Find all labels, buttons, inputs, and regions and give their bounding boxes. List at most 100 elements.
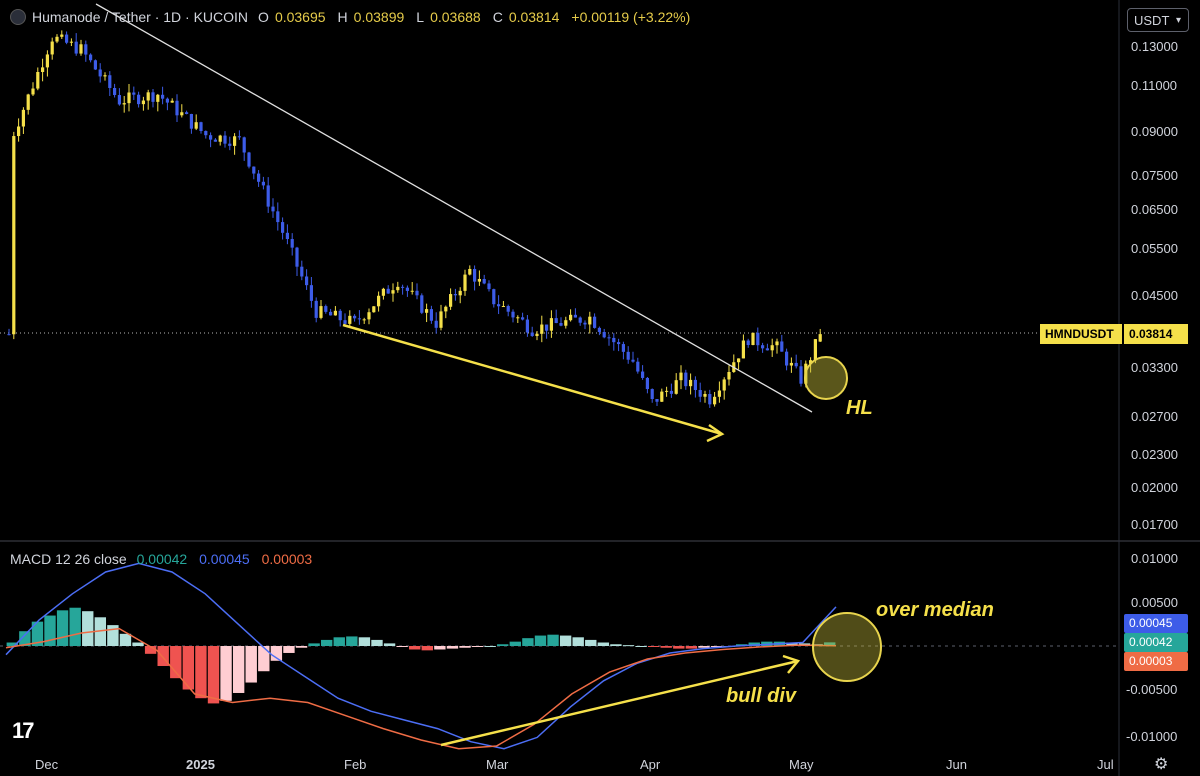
candle [314,297,318,323]
candle [684,369,688,390]
macd-legend[interactable]: MACD 12 26 close 0.00042 0.00045 0.00003 [10,551,312,567]
candle [698,382,702,403]
macd-histogram-bar [572,637,584,646]
candle-body [314,300,318,318]
symbol-title[interactable]: Humanode / Tether · 1D · KUCOIN [32,9,249,25]
candle-body [463,274,467,291]
candle [295,246,299,277]
candle [549,310,553,338]
candle [199,121,203,134]
candle-body [401,286,405,288]
candle-body [487,283,491,290]
candle-body [295,247,299,267]
candle-body [425,309,429,313]
candle-body [305,276,309,286]
candle-body [17,126,21,137]
candle [69,38,73,47]
candle-body [521,317,525,320]
chevron-down-icon: ▾ [1175,15,1181,26]
candle-body [780,341,784,352]
gear-icon[interactable]: ⚙ [1154,756,1169,773]
candle [607,334,611,346]
candle-body [329,311,333,316]
candle-body [708,394,712,405]
candle [669,383,673,398]
candle-body [578,317,582,323]
median-circle[interactable] [812,612,882,682]
macd-divergence-arrow[interactable] [440,659,799,747]
candle [775,338,779,354]
candle [569,309,573,322]
candle-body [252,166,256,174]
candle-body [257,173,261,182]
macd-histogram-bar [82,611,94,646]
time-axis[interactable]: Dec 2025 Feb Mar Apr May Jun Jul [35,757,1114,772]
currency-select[interactable]: USDT ▾ [1127,8,1189,32]
candle [621,341,625,360]
close-label: C [492,9,503,25]
candle-body [113,87,117,96]
candle-body [775,341,779,346]
candle [650,388,654,403]
macd-histogram-bar [295,646,308,648]
price-tick: 0.02000 [1131,480,1178,495]
macd-histogram-bar [597,642,610,646]
candle [372,306,376,313]
macd-title[interactable]: MACD 12 26 close [10,551,127,567]
candle [693,376,697,398]
macd-histogram-bar [434,646,446,650]
candle-body [276,211,280,223]
candle [175,94,179,122]
symbol-legend[interactable]: Humanode / Tether · 1D · KUCOIN O 0.03695… [10,9,696,25]
candle [521,312,525,321]
candle-body [261,181,265,186]
price-tick: 0.04500 [1131,288,1178,303]
candle [727,365,731,386]
candle [74,33,78,56]
downtrend-line[interactable] [95,3,813,413]
candle-body [511,311,515,318]
macd-histogram-bar [245,646,257,683]
macd-axis[interactable]: 0.01000 0.00500 -0.00500 -0.01000 [1126,551,1178,744]
macd-histogram-bar [710,646,723,647]
candle-body [281,222,285,233]
macd-histogram-bar [685,646,698,649]
time-tick: Jun [946,757,967,772]
candle [84,40,88,62]
hl-circle[interactable] [804,356,848,400]
candle [228,136,232,151]
open-label: O [258,9,269,25]
candle [482,274,486,285]
candle-body [21,109,25,127]
price-axis[interactable]: 0.13000 0.11000 0.09000 0.07500 0.06500 … [1131,39,1178,532]
candle-body [103,75,107,77]
candle-body [674,380,678,394]
time-tick: Mar [486,757,509,772]
candle-body [492,289,496,305]
candle-body [444,306,448,312]
macd-histogram-bar [534,635,547,646]
time-tick: Dec [35,757,59,772]
candle [209,132,213,148]
time-tick: 2025 [186,757,215,772]
macd-histogram-bar [786,642,798,646]
hl-label: HL [846,397,873,419]
price-divergence-arrow[interactable] [342,323,723,436]
candle [434,312,438,334]
candle-body [569,314,573,321]
candle [108,71,112,97]
candle [161,86,165,105]
candle [449,288,453,310]
candle [420,293,424,315]
price-tick: 0.02700 [1131,409,1178,424]
macd-histogram-bar [320,639,333,646]
candle [156,93,160,112]
candle-body [497,304,501,307]
macd-histogram-bar [421,646,433,651]
candle-body [516,317,520,319]
tradingview-logo-icon[interactable]: 17 [12,718,35,743]
candle-body [12,136,16,335]
candle-body [319,306,323,318]
candle-body [482,278,486,284]
